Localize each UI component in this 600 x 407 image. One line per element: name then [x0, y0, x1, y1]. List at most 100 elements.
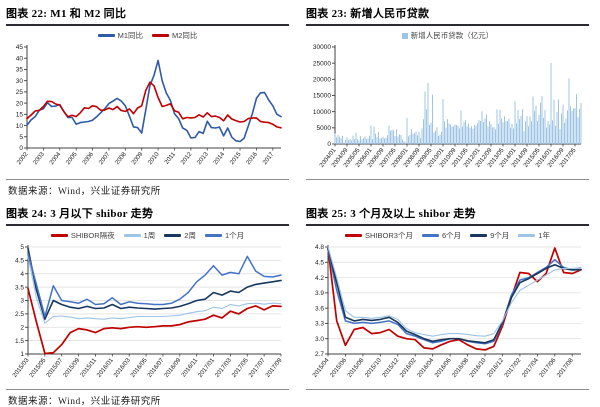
- bar: [444, 121, 445, 144]
- bar: [502, 122, 504, 144]
- x-tick-label: 2017/06: [538, 356, 558, 378]
- y-tick-label: 1.5: [15, 338, 24, 345]
- y-tick-label: 40: [16, 55, 24, 62]
- bar: [339, 136, 340, 144]
- bar: [498, 123, 499, 144]
- bar: [406, 118, 408, 144]
- bar: [528, 126, 529, 144]
- y-tick-label: 3.0: [315, 336, 324, 343]
- bar: [405, 142, 406, 144]
- legend-label: M2同比: [172, 31, 198, 40]
- y-tick-label: 3.3: [315, 321, 324, 328]
- bar: [369, 135, 370, 144]
- chart-23-legend: 新增人民币贷款（亿元）: [306, 29, 589, 42]
- bar: [537, 121, 538, 144]
- bar: [415, 131, 417, 144]
- series-line-1个月: [27, 252, 282, 318]
- y-tick-label: 10000: [313, 109, 331, 116]
- bar: [546, 127, 547, 144]
- bar: [390, 130, 391, 144]
- bar: [424, 91, 426, 144]
- bar: [564, 122, 565, 144]
- y-tick-label: 5: [19, 134, 23, 141]
- y-tick-label: 45: [16, 44, 24, 51]
- chart-25-title: 图表 25: 3 个月及以上 shibor 走势: [306, 205, 589, 226]
- bar: [378, 132, 379, 144]
- x-tick-label: 2014: [212, 150, 226, 166]
- bar: [366, 139, 367, 144]
- panel-chart-24: 图表 24: 3 月以下 shibor 走势 SHIBOR隔夜 1周 2周 1个月 1…: [0, 200, 300, 407]
- x-tick-label: 2015/06: [329, 356, 349, 378]
- bar: [481, 111, 483, 144]
- y-tick-label: 1: [20, 351, 24, 358]
- y-tick-label: 10: [16, 123, 24, 130]
- bar: [439, 134, 441, 144]
- bar: [372, 139, 373, 144]
- bar: [388, 125, 390, 144]
- data-source-note: 数据来源：Wind，兴业证券研究所: [8, 187, 161, 197]
- x-tick-label: 2003: [32, 150, 46, 166]
- legend-item: 1个月: [204, 230, 244, 241]
- y-tick-label: 4.8: [315, 244, 324, 251]
- bar: [385, 137, 387, 144]
- y-tick-label: 3.9: [315, 290, 324, 297]
- x-tick-label: 2010: [147, 150, 161, 166]
- legend-item: M2同比: [152, 30, 197, 41]
- bar: [510, 127, 511, 144]
- x-tick-label: 2011: [163, 150, 177, 165]
- legend-line-icon: [345, 234, 363, 237]
- bar: [505, 121, 507, 144]
- bar: [348, 139, 349, 144]
- bar: [514, 101, 516, 144]
- bar: [504, 116, 505, 144]
- bar: [465, 120, 466, 144]
- bar: [526, 116, 528, 144]
- bar: [358, 140, 360, 144]
- chart-24-legend: SHIBOR隔夜 1周 2周 1个月: [6, 229, 289, 242]
- data-source-note: [306, 390, 589, 407]
- bar: [558, 99, 559, 144]
- legend-item: M1同比: [97, 30, 143, 41]
- bar: [427, 82, 429, 144]
- bar: [354, 139, 355, 144]
- x-tick-label: 2015/10: [364, 356, 384, 378]
- legend-item: 2周: [164, 230, 196, 241]
- bar: [547, 121, 549, 144]
- bar: [418, 132, 420, 144]
- bar: [442, 99, 444, 144]
- bar: [579, 108, 580, 144]
- bar: [393, 130, 394, 144]
- y-tick-label: 4: [20, 271, 24, 278]
- bar: [384, 138, 385, 144]
- bar: [463, 122, 465, 144]
- bar: [580, 102, 582, 144]
- legend-item: 9个月: [470, 230, 509, 241]
- series-line-M1同比: [26, 59, 282, 143]
- bar: [453, 126, 454, 144]
- legend-label: 1周: [143, 231, 156, 240]
- series-line-SHIBOR3个月: [327, 247, 582, 351]
- bar: [490, 123, 492, 144]
- legend-label: 1年: [538, 231, 550, 240]
- legend-label: SHIBOR隔夜: [70, 231, 115, 240]
- x-tick-label: 2016: [245, 150, 259, 166]
- bar: [364, 136, 366, 144]
- bar: [522, 109, 523, 144]
- bar: [400, 134, 402, 144]
- y-tick-label: 4.5: [315, 259, 324, 266]
- bar: [538, 114, 540, 144]
- bar: [451, 126, 453, 144]
- x-tick-label: 2015/12: [381, 356, 401, 378]
- series-line-SHIBOR隔夜: [27, 287, 282, 355]
- bar: [421, 128, 423, 144]
- bar: [363, 138, 364, 144]
- bar: [436, 127, 438, 144]
- bar: [403, 141, 405, 144]
- x-tick-label: 2008: [114, 150, 128, 166]
- panel-chart-23: 图表 23: 新增人民币贷款 新增人民币贷款（亿元） 0 5000 10000 150…: [300, 0, 600, 200]
- bar: [394, 135, 396, 144]
- bar: [456, 124, 457, 144]
- y-tick-label: 2.7: [315, 351, 324, 358]
